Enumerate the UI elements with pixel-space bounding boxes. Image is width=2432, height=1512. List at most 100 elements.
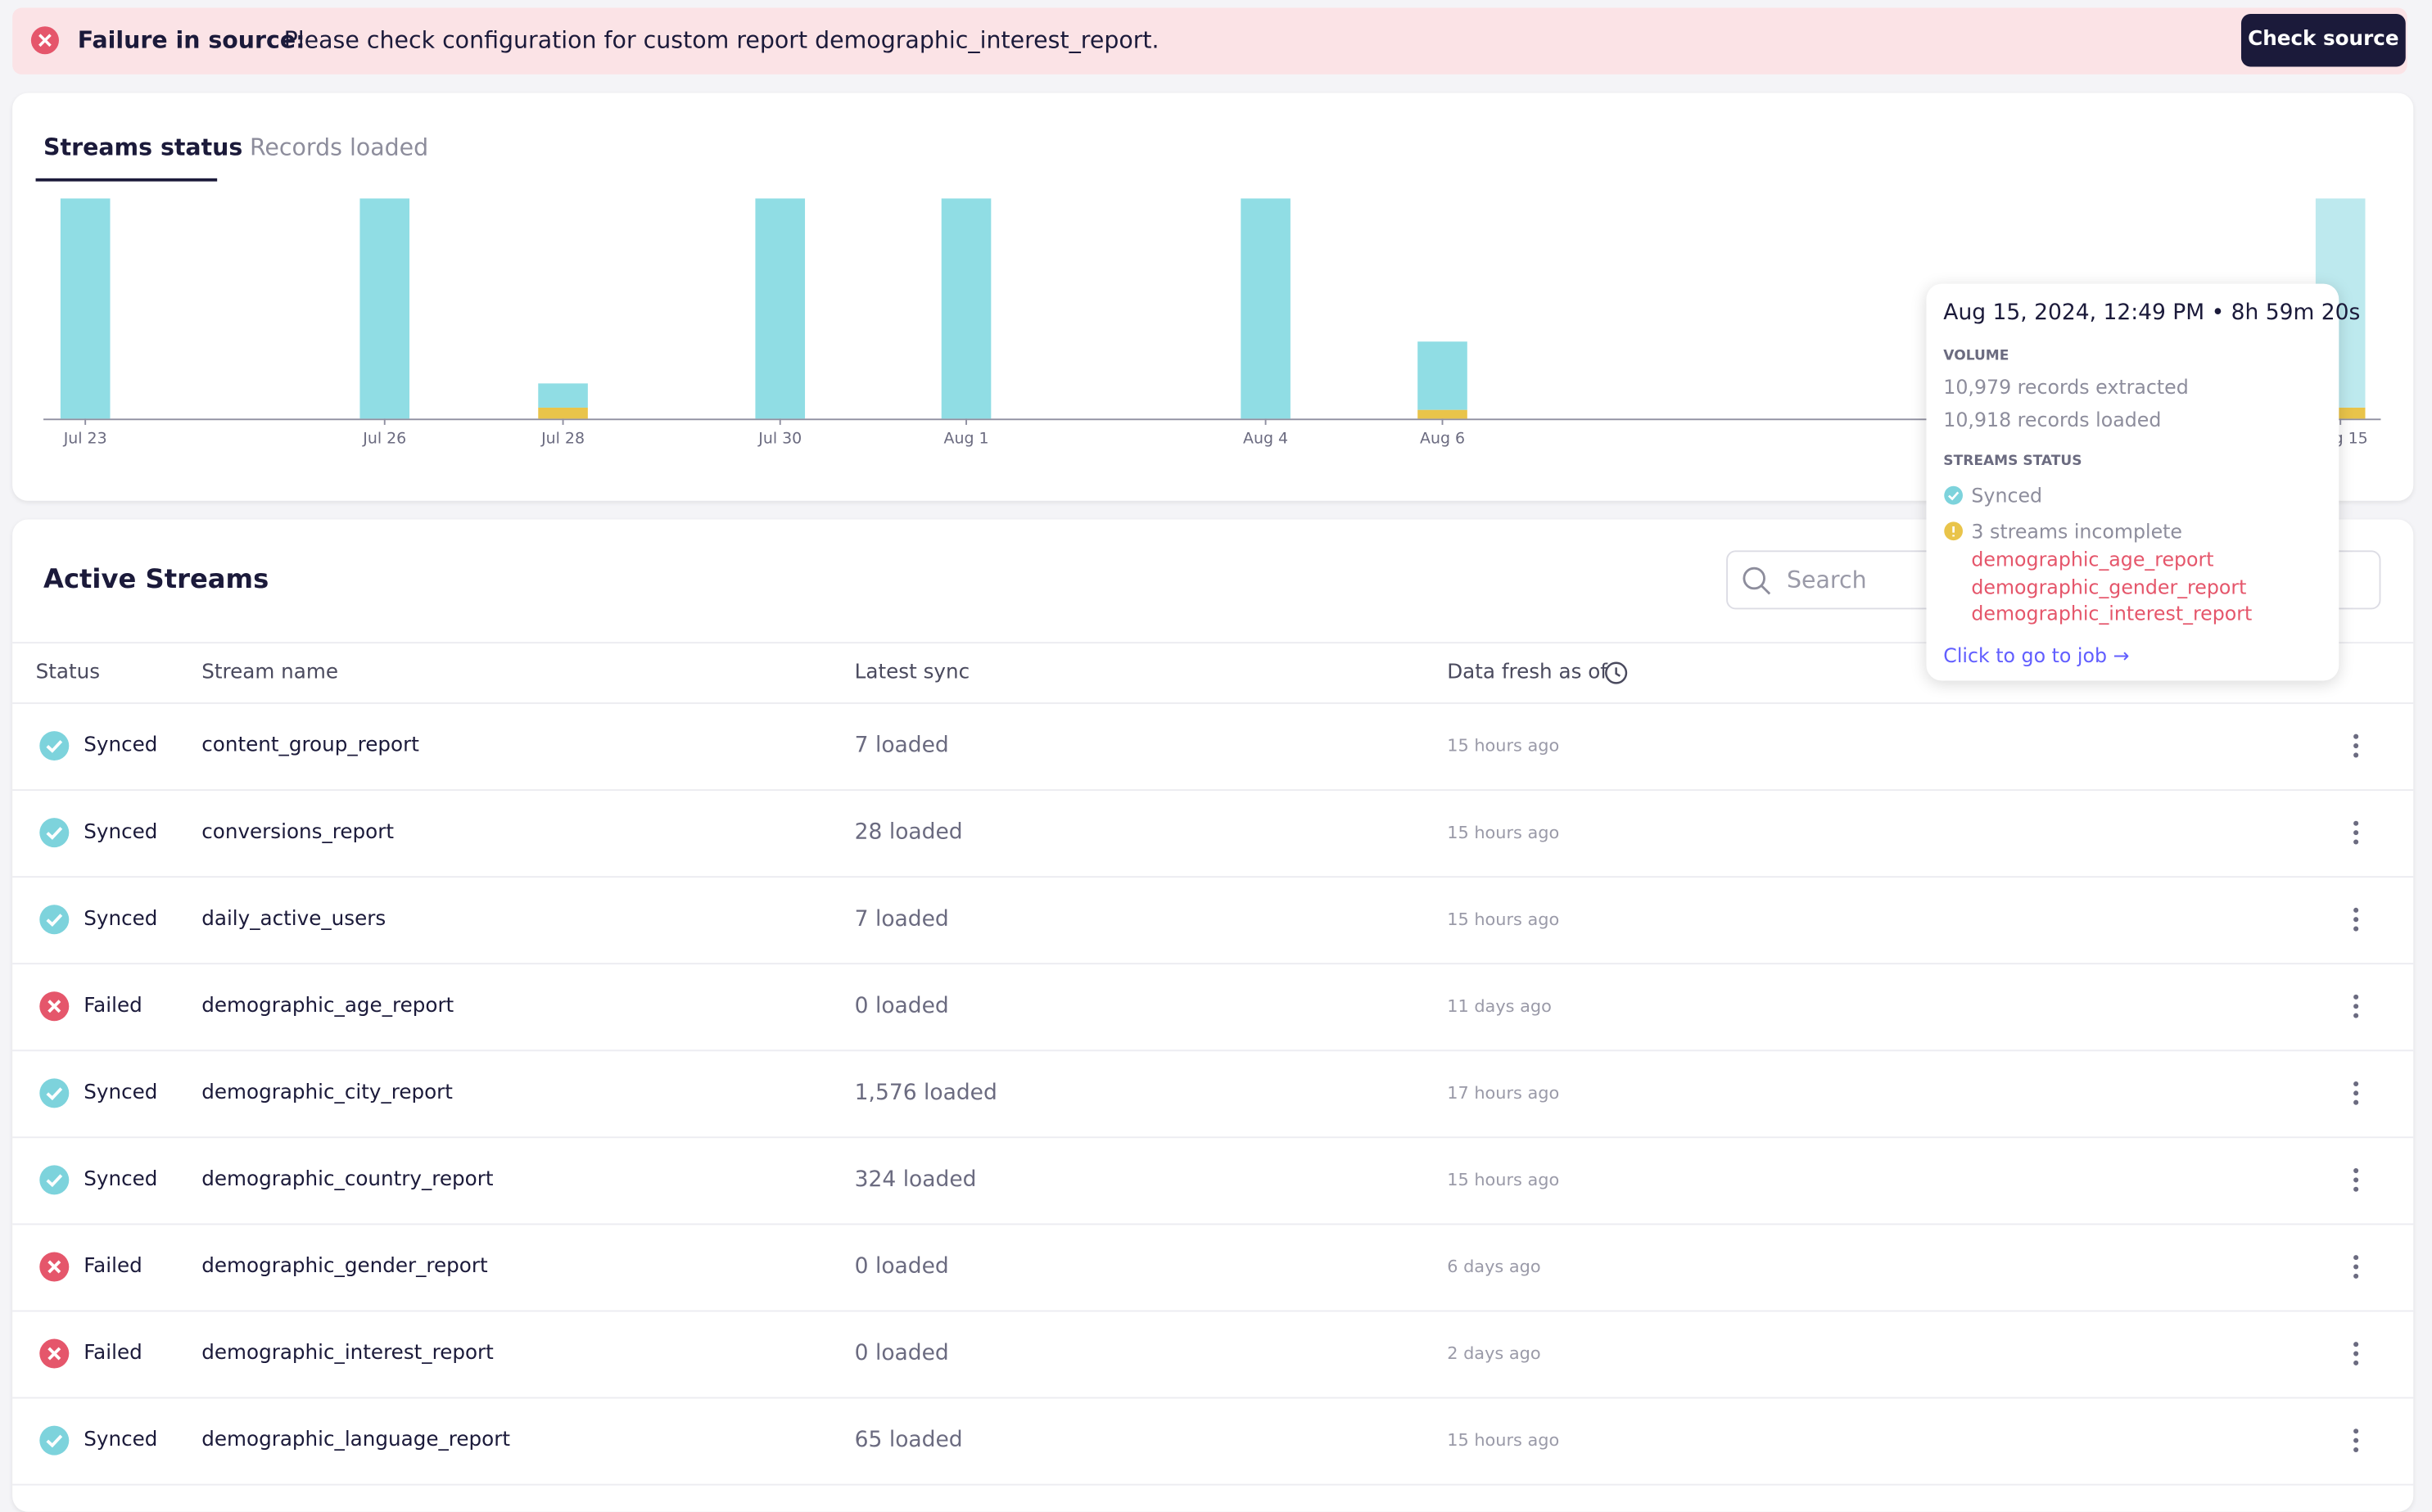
status: Synced (84, 733, 158, 758)
warning-icon (1944, 521, 1963, 541)
latest-sync: 0 loaded (854, 994, 949, 1019)
column-header: Status (35, 661, 101, 685)
stream-name: conversions_report (201, 820, 394, 845)
synced-icon (38, 1077, 70, 1114)
bar-synced (755, 198, 806, 419)
tooltip-text: Synced (1971, 483, 2043, 508)
bar-synced (538, 383, 588, 408)
bar-synced (941, 198, 992, 419)
latest-sync: 7 loaded (854, 907, 949, 932)
x-tick-label: Aug 1 (944, 430, 989, 448)
latest-sync: 65 loaded (854, 1428, 963, 1453)
error-banner: Failure in source: Please check configur… (12, 7, 2407, 74)
tab[interactable]: Streams status (43, 133, 243, 161)
status: Failed (84, 1255, 142, 1279)
divider (12, 963, 2414, 965)
status: Synced (84, 1429, 158, 1452)
stream-name: content_group_report (201, 733, 419, 758)
bar-incomplete (1417, 409, 1467, 419)
stream-name: demographic_interest_report (201, 1342, 494, 1365)
tooltip: Aug 15, 2024, 12:49 PM • 8h 59m 20s VOLU… (1926, 283, 2360, 681)
row-menu[interactable] (2345, 819, 2367, 853)
stream-name: demographic_country_report (201, 1168, 494, 1192)
x-tick-label: Jul 23 (63, 430, 107, 448)
latest-sync: 0 loaded (854, 1254, 949, 1280)
tooltip-text: 10,918 records loaded (1943, 408, 2162, 431)
job-link[interactable]: Click to go to job → (1943, 643, 2130, 667)
row-menu[interactable] (2345, 1340, 2367, 1374)
stream-name: daily_active_users (201, 907, 386, 932)
synced-icon (38, 730, 70, 767)
data-fresh: 15 hours ago (1447, 909, 1560, 930)
x-tick-label: Jul 26 (362, 430, 406, 448)
check-source-button[interactable]: Check source (2240, 14, 2406, 67)
latest-sync: 0 loaded (854, 1341, 949, 1366)
latest-sync: 324 loaded (854, 1167, 977, 1193)
data-fresh: 17 hours ago (1447, 1083, 1560, 1104)
bar-synced (359, 198, 410, 419)
failed-icon (38, 1252, 70, 1289)
section-title: Active Streams (43, 564, 269, 596)
x-tick-label: Jul 30 (757, 430, 802, 448)
row-menu[interactable] (2345, 905, 2367, 940)
data-fresh: 11 days ago (1447, 995, 1552, 1017)
divider (12, 1397, 2414, 1399)
divider (12, 702, 2414, 704)
bar-synced (1241, 198, 1291, 419)
status: Failed (84, 995, 142, 1018)
latest-sync: 28 loaded (854, 819, 963, 846)
incomplete-stream: demographic_interest_report (1971, 601, 2253, 625)
row-menu[interactable] (2345, 1427, 2367, 1461)
data-fresh: 15 hours ago (1447, 1170, 1560, 1190)
row-menu[interactable] (2345, 1166, 2367, 1200)
divider (12, 1310, 2414, 1312)
x-tick-label: Jul 28 (540, 430, 585, 448)
divider (12, 1136, 2414, 1139)
data-fresh: 15 hours ago (1447, 822, 1560, 843)
row-menu[interactable] (2345, 1079, 2367, 1113)
tab[interactable]: Records loaded (249, 133, 429, 161)
tooltip-heading: Aug 15, 2024, 12:49 PM • 8h 59m 20s (1943, 300, 2361, 326)
status: Synced (84, 820, 158, 845)
row-menu[interactable] (2345, 1252, 2367, 1287)
divider (12, 876, 2414, 878)
data-fresh: 6 days ago (1447, 1257, 1541, 1277)
synced-icon (38, 1164, 70, 1201)
synced-icon (38, 1425, 70, 1462)
search-placeholder: Search (1787, 566, 1867, 594)
row-menu[interactable] (2345, 732, 2367, 766)
column-header: Latest sync (854, 661, 970, 685)
status: Synced (84, 1081, 158, 1105)
synced-icon (38, 817, 70, 854)
data-fresh: 15 hours ago (1447, 1430, 1560, 1451)
divider (12, 1223, 2414, 1225)
incomplete-stream: demographic_age_report (1971, 547, 2214, 571)
stream-name: demographic_age_report (201, 995, 454, 1018)
status: Synced (84, 1168, 158, 1192)
x-tick-label: Aug 6 (1420, 430, 1465, 448)
tooltip-text: 10,979 records extracted (1943, 375, 2189, 399)
divider (12, 642, 2414, 644)
failed-icon (38, 991, 70, 1027)
tooltip-label: VOLUME (1943, 349, 2009, 365)
incomplete-stream: demographic_gender_report (1971, 575, 2247, 599)
bar-synced (60, 198, 111, 419)
stream-name: demographic_city_report (201, 1081, 453, 1105)
tooltip-label: STREAMS STATUS (1943, 454, 2082, 470)
stream-name: demographic_gender_report (201, 1255, 488, 1279)
row-menu[interactable] (2345, 992, 2367, 1027)
column-header: Stream name (201, 661, 339, 685)
synced-icon (1944, 485, 1963, 505)
tab-underline (35, 178, 218, 182)
bar-incomplete (538, 407, 588, 419)
status: Synced (84, 907, 158, 932)
stream-name: demographic_language_report (201, 1429, 511, 1452)
failed-icon (38, 1338, 70, 1375)
error-icon (30, 26, 59, 55)
divider (12, 1049, 2414, 1052)
column-header: Data fresh as of (1447, 661, 1607, 685)
status: Failed (84, 1342, 142, 1365)
data-fresh: 15 hours ago (1447, 735, 1560, 756)
